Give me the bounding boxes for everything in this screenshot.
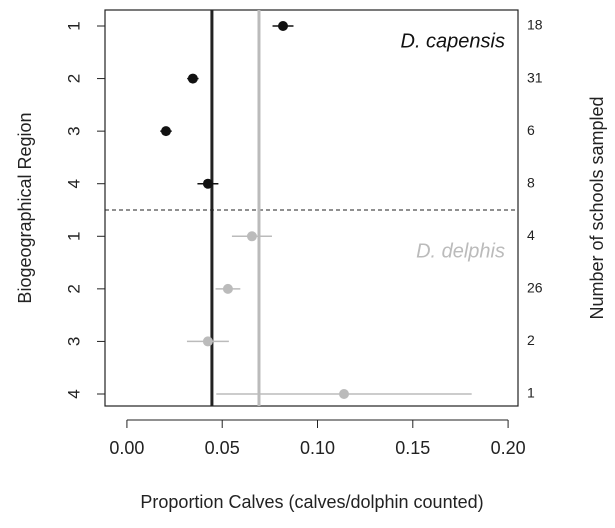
- point: [202, 336, 213, 347]
- x-tick-label: 0.00: [109, 438, 144, 458]
- plot-frame: [104, 9, 519, 407]
- y2-tick-label: 1: [527, 385, 535, 401]
- y2-tick-label: 8: [527, 174, 535, 190]
- x-tick-label: 0.10: [300, 438, 335, 458]
- series-label: D. delphis: [416, 241, 505, 263]
- point: [246, 231, 257, 242]
- series-label: D. capensis: [401, 30, 506, 52]
- y2-tick-label: 26: [527, 280, 543, 296]
- x-axis-label: Proportion Calves (calves/dolphin counte…: [140, 492, 483, 512]
- x-tick-label: 0.05: [205, 438, 240, 458]
- y2-tick-label: 2: [527, 332, 535, 348]
- y-tick-label: 2: [64, 284, 83, 293]
- point: [338, 388, 349, 399]
- y-tick-label: 2: [64, 74, 83, 83]
- y-tick-label: 4: [64, 389, 83, 398]
- point: [160, 126, 171, 137]
- point: [187, 73, 198, 84]
- y2-axis-label: Number of schools sampled: [587, 96, 607, 319]
- y-axis-label: Biogeographical Region: [15, 112, 35, 303]
- point: [202, 178, 213, 189]
- y-tick-label: 4: [64, 179, 83, 188]
- y-tick-label: 1: [64, 232, 83, 241]
- y-tick-label: 3: [64, 337, 83, 346]
- y-tick-label: 1: [64, 21, 83, 30]
- y2-tick-label: 4: [527, 227, 535, 243]
- point: [222, 283, 233, 294]
- y2-tick-label: 31: [527, 69, 543, 85]
- point: [278, 21, 289, 31]
- x-tick-label: 0.20: [491, 438, 526, 458]
- x-tick-label: 0.15: [395, 438, 430, 458]
- y-tick-label: 3: [64, 126, 83, 135]
- y2-tick-label: 18: [527, 17, 543, 33]
- y2-tick-label: 6: [527, 122, 535, 138]
